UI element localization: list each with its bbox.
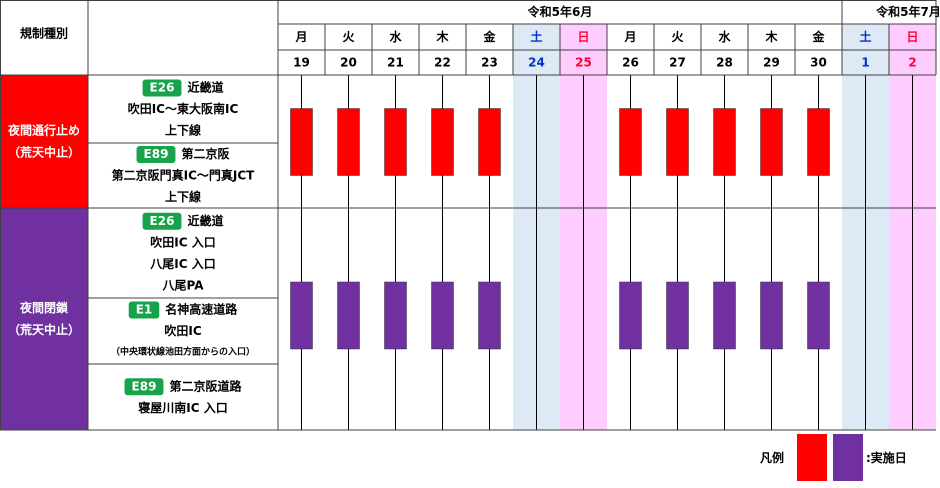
date-label: 29: [763, 56, 780, 70]
route-line: 吹田IC～東大阪南IC: [128, 101, 239, 116]
legend-swatch: [833, 434, 863, 481]
route-badge-text: E1: [136, 303, 153, 317]
date-label: 24: [528, 56, 545, 70]
legend-text: :実施日: [866, 450, 907, 465]
month-label: 令和5年6月: [527, 4, 593, 19]
category-cell: [0, 208, 88, 430]
schedule-bar: [384, 108, 407, 176]
weekday-label: 水: [718, 29, 731, 44]
weekday-label: 水: [389, 29, 402, 44]
date-label: 19: [293, 56, 310, 70]
weekday-label: 土: [859, 29, 871, 44]
schedule-bar: [713, 108, 736, 176]
route-line: 第二京阪門真IC～門真JCT: [112, 168, 256, 183]
category-label: （荒天中止）: [8, 322, 80, 337]
schedule-bar: [713, 281, 736, 350]
date-label: 2: [908, 56, 916, 70]
date-label: 22: [434, 56, 451, 70]
date-label: 23: [481, 56, 498, 70]
category-label: 夜間通行止め: [7, 123, 80, 138]
schedule-bar: [760, 281, 783, 350]
schedule-bar: [666, 281, 689, 350]
schedule-bar: [337, 108, 360, 176]
weekday-label: 日: [577, 30, 589, 44]
route-badge: [124, 378, 164, 396]
schedule-bar: [760, 108, 783, 176]
weekday-label: 金: [482, 29, 496, 44]
weekday-label: 木: [435, 29, 449, 44]
category-label: 夜間閉鎖: [19, 300, 69, 315]
route-badge: [142, 79, 182, 97]
schedule-bar: [290, 281, 313, 350]
weekday-label: 土: [530, 29, 542, 44]
date-label: 20: [340, 56, 357, 70]
schedule-bar: [431, 281, 454, 350]
route-name: 名神高速道路: [165, 302, 238, 317]
month-label: 令和5年7月: [875, 4, 940, 19]
legend-swatch: [797, 434, 827, 481]
route-name: 第二京阪道路: [169, 378, 242, 393]
category-header: 規制種別: [20, 26, 68, 41]
date-label: 27: [669, 56, 686, 70]
route-badge: [142, 212, 182, 230]
route-name: 第二京阪: [181, 146, 230, 161]
legend-label: 凡例: [760, 450, 784, 465]
route-badge: [128, 301, 160, 319]
route-badge: [136, 146, 176, 163]
route-badge-text: E26: [150, 81, 175, 95]
weekday-label: 日: [906, 30, 918, 44]
route-badge-text: E89: [132, 379, 157, 393]
weekday-label: 火: [342, 30, 355, 44]
route-line: 八尾PA: [162, 278, 205, 292]
schedule-bar: [619, 108, 642, 176]
route-line: 吹田IC: [164, 323, 201, 338]
route-note: （中央環状線池田方面からの入口）: [111, 346, 255, 358]
weekday-label: 火: [671, 30, 684, 44]
route-name: 近畿道: [187, 80, 223, 95]
weekday-label: 金: [811, 29, 825, 44]
date-label: 28: [716, 56, 733, 70]
route-badge-text: E26: [150, 214, 175, 228]
schedule-bar: [666, 108, 689, 176]
date-label: 25: [575, 56, 592, 70]
schedule-bar: [478, 281, 501, 350]
route-badge-text: E89: [144, 147, 169, 161]
category-cell: [0, 75, 88, 208]
route-line: 八尾IC 入口: [149, 257, 215, 271]
weekday-label: 月: [623, 30, 636, 44]
weekday-label: 木: [764, 29, 778, 44]
route-line: 上下線: [165, 123, 201, 138]
date-label: 21: [387, 56, 404, 70]
date-label: 30: [810, 56, 827, 70]
route-line: 吹田IC 入口: [150, 234, 215, 249]
schedule-bar: [337, 281, 360, 350]
route-line: 寝屋川南IC 入口: [138, 400, 227, 415]
category-label: （荒天中止）: [8, 145, 80, 160]
date-label: 26: [622, 56, 639, 70]
date-label: 1: [861, 56, 869, 70]
schedule-bar: [384, 281, 407, 350]
schedule-bar: [807, 281, 830, 350]
schedule-bar: [478, 108, 501, 176]
schedule-bar: [431, 108, 454, 176]
schedule-bar: [619, 281, 642, 350]
weekday-label: 月: [294, 30, 307, 44]
route-line: 上下線: [165, 189, 201, 204]
schedule-bar: [290, 108, 313, 176]
schedule-bar: [807, 108, 830, 176]
route-name: 近畿道: [187, 213, 223, 228]
